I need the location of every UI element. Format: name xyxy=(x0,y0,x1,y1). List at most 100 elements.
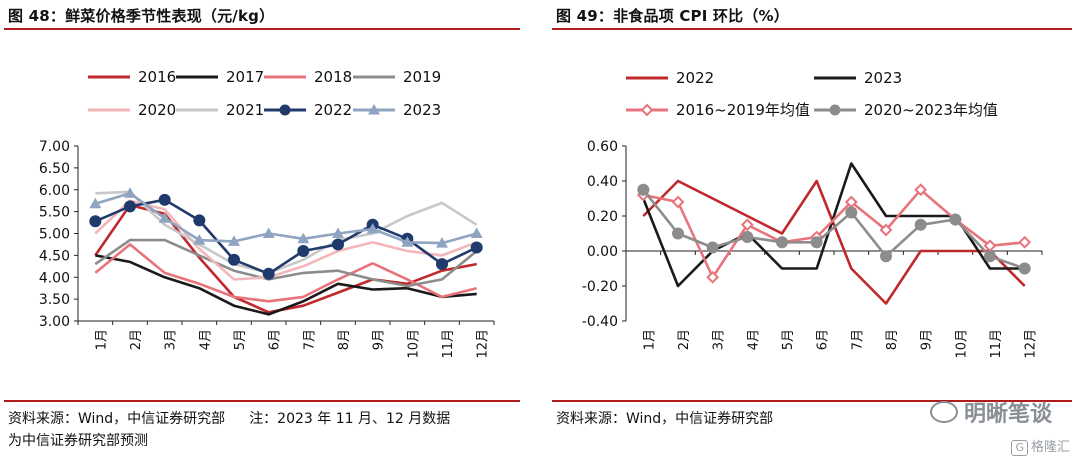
x-tick-label: 8月 xyxy=(885,329,900,350)
data-point-2023 xyxy=(366,223,379,234)
series-line-2022 xyxy=(642,179,1026,305)
data-point-2020~2023年均值 xyxy=(672,227,684,240)
x-tick-label: 12月 xyxy=(1024,329,1039,359)
data-point-2020~2023年均值 xyxy=(810,236,823,249)
series-line-2017 xyxy=(95,254,477,316)
data-point-2023 xyxy=(228,235,240,246)
data-point-2020~2023年均值 xyxy=(949,213,962,226)
data-point-2023 xyxy=(89,197,102,209)
right-source-block: 资料来源：Wind，中信证券研究部 xyxy=(556,408,773,430)
data-point-2020~2023年均值 xyxy=(984,250,996,263)
legend-marker-2022 xyxy=(279,104,291,116)
left-chart-svg: 3.00 3.50 4.00 4.50 5.00 5.50 6.00 6.50 7.00 1月 2月… xyxy=(39,68,495,359)
data-point-2020~2023年均值 xyxy=(706,241,719,254)
data-point-2023 xyxy=(124,187,136,198)
badge-box: G xyxy=(1011,440,1028,456)
right-chart-title: 图 49：非食品项 CPI 环比（%） xyxy=(556,7,789,25)
legend-label-2023: 2023 xyxy=(403,101,441,119)
y-tick-label: 6.50 xyxy=(39,161,70,177)
legend-label-2018: 2018 xyxy=(314,68,352,86)
y-tick-label: 3.00 xyxy=(39,314,70,330)
data-point-2023 xyxy=(401,236,414,247)
legend-marker-2016~2019年均值 xyxy=(640,103,654,117)
data-point-2020~2023年均值 xyxy=(637,183,650,196)
data-point-2020~2023年均值 xyxy=(741,231,754,243)
left-source-block: 资料来源：Wind，中信证券研究部 注：2023 年 11 月、12 月数据 为中… xyxy=(8,408,450,452)
right-chart-panel: 图 49：非食品项 CPI 环比（%） 0.60 0.40 0.20 0.00 -0.2… xyxy=(548,0,1080,466)
series-line-2018 xyxy=(94,243,478,303)
x-tick-label: 2月 xyxy=(677,329,692,350)
wechat-icon xyxy=(929,401,958,423)
data-point-2020~2023年均值 xyxy=(845,206,858,219)
y-tick-label: 0.40 xyxy=(587,174,618,190)
data-point-2023 xyxy=(193,234,206,245)
x-tick-label: 1月 xyxy=(642,329,657,350)
legend-label-2022: 2022 xyxy=(676,69,714,87)
x-tick-label: 11月 xyxy=(441,329,456,359)
y-tick-label: 4.00 xyxy=(39,270,70,286)
x-tick-label: 12月 xyxy=(476,329,491,359)
badge-text: 格隆汇 xyxy=(1030,440,1070,455)
series-line-2020~2023年均值 xyxy=(642,188,1026,270)
data-point-2022 xyxy=(124,200,136,213)
left-note-line1: 注：2023 年 11 月、12 月数据 xyxy=(249,411,451,427)
x-tick-label: 6月 xyxy=(816,329,831,350)
y-tick-label: 5.00 xyxy=(39,227,70,243)
x-tick-label: 1月 xyxy=(94,329,109,350)
data-point-2016~2019年均值 xyxy=(879,223,893,237)
data-point-2016~2019年均值 xyxy=(1018,235,1032,249)
y-tick-label: 0.60 xyxy=(587,139,618,155)
x-tick-label: 5月 xyxy=(233,329,248,350)
series-line-2021 xyxy=(95,190,478,275)
right-bottom-rule xyxy=(552,400,1072,402)
legend-label-2019: 2019 xyxy=(403,68,441,86)
data-point-2023 xyxy=(470,227,483,238)
left-top-rule xyxy=(4,28,520,30)
left-note-line2: 为中信证券研究部预测 xyxy=(8,433,148,449)
right-top-rule xyxy=(552,28,1072,30)
y-tick-label: 7.00 xyxy=(39,139,70,155)
watermark-text: 明晰笔谈 xyxy=(963,402,1052,427)
x-tick-label: 3月 xyxy=(712,329,727,350)
y-tick-label: 0.20 xyxy=(587,209,618,225)
x-tick-label: 9月 xyxy=(372,329,387,350)
x-tick-label: 6月 xyxy=(268,329,283,350)
legend-marker-2020~2023年均值 xyxy=(829,104,841,116)
x-tick-label: 4月 xyxy=(198,329,213,350)
y-tick-label: 4.50 xyxy=(39,248,70,264)
data-point-2020~2023年均值 xyxy=(1018,262,1031,275)
data-point-2023 xyxy=(436,237,448,248)
data-point-2022 xyxy=(470,241,483,254)
data-point-2022 xyxy=(193,214,206,227)
y-tick-label: -0.40 xyxy=(582,314,618,330)
y-tick-label: 6.00 xyxy=(39,183,70,199)
right-source: 资料来源：Wind，中信证券研究部 xyxy=(556,411,774,427)
data-point-2022 xyxy=(158,193,171,206)
x-tick-label: 7月 xyxy=(302,329,317,350)
legend-label-2023: 2023 xyxy=(864,69,902,87)
legend-label-2020: 2020 xyxy=(138,101,176,119)
y-tick-label: -0.20 xyxy=(582,279,618,295)
left-bottom-rule xyxy=(4,400,520,402)
legend-label-2016: 2016 xyxy=(138,68,176,86)
series-line-2016 xyxy=(94,203,477,314)
data-point-2020~2023年均值 xyxy=(880,250,892,263)
x-tick-label: 8月 xyxy=(337,329,352,350)
left-source: 资料来源：Wind，中信证券研究部 xyxy=(8,411,226,427)
legend-label-2017: 2017 xyxy=(226,68,264,86)
data-point-2016~2019年均值 xyxy=(740,218,754,232)
data-point-2022 xyxy=(297,245,310,257)
y-tick-label: 0.00 xyxy=(587,244,618,260)
x-tick-label: 10月 xyxy=(406,329,421,359)
x-tick-label: 2月 xyxy=(129,329,144,350)
data-point-2016~2019年均值 xyxy=(706,270,720,284)
data-point-2022 xyxy=(436,258,448,271)
data-point-2023 xyxy=(332,227,344,238)
left-chart-title: 图 48：鲜菜价格季节性表现（元/kg） xyxy=(8,7,275,25)
data-point-2022 xyxy=(332,238,344,251)
watermark: 明晰笔谈 xyxy=(929,396,1052,428)
data-point-2022 xyxy=(89,215,102,228)
x-tick-label: 11月 xyxy=(989,329,1004,359)
data-point-2023 xyxy=(262,227,275,238)
x-tick-label: 4月 xyxy=(746,329,761,350)
